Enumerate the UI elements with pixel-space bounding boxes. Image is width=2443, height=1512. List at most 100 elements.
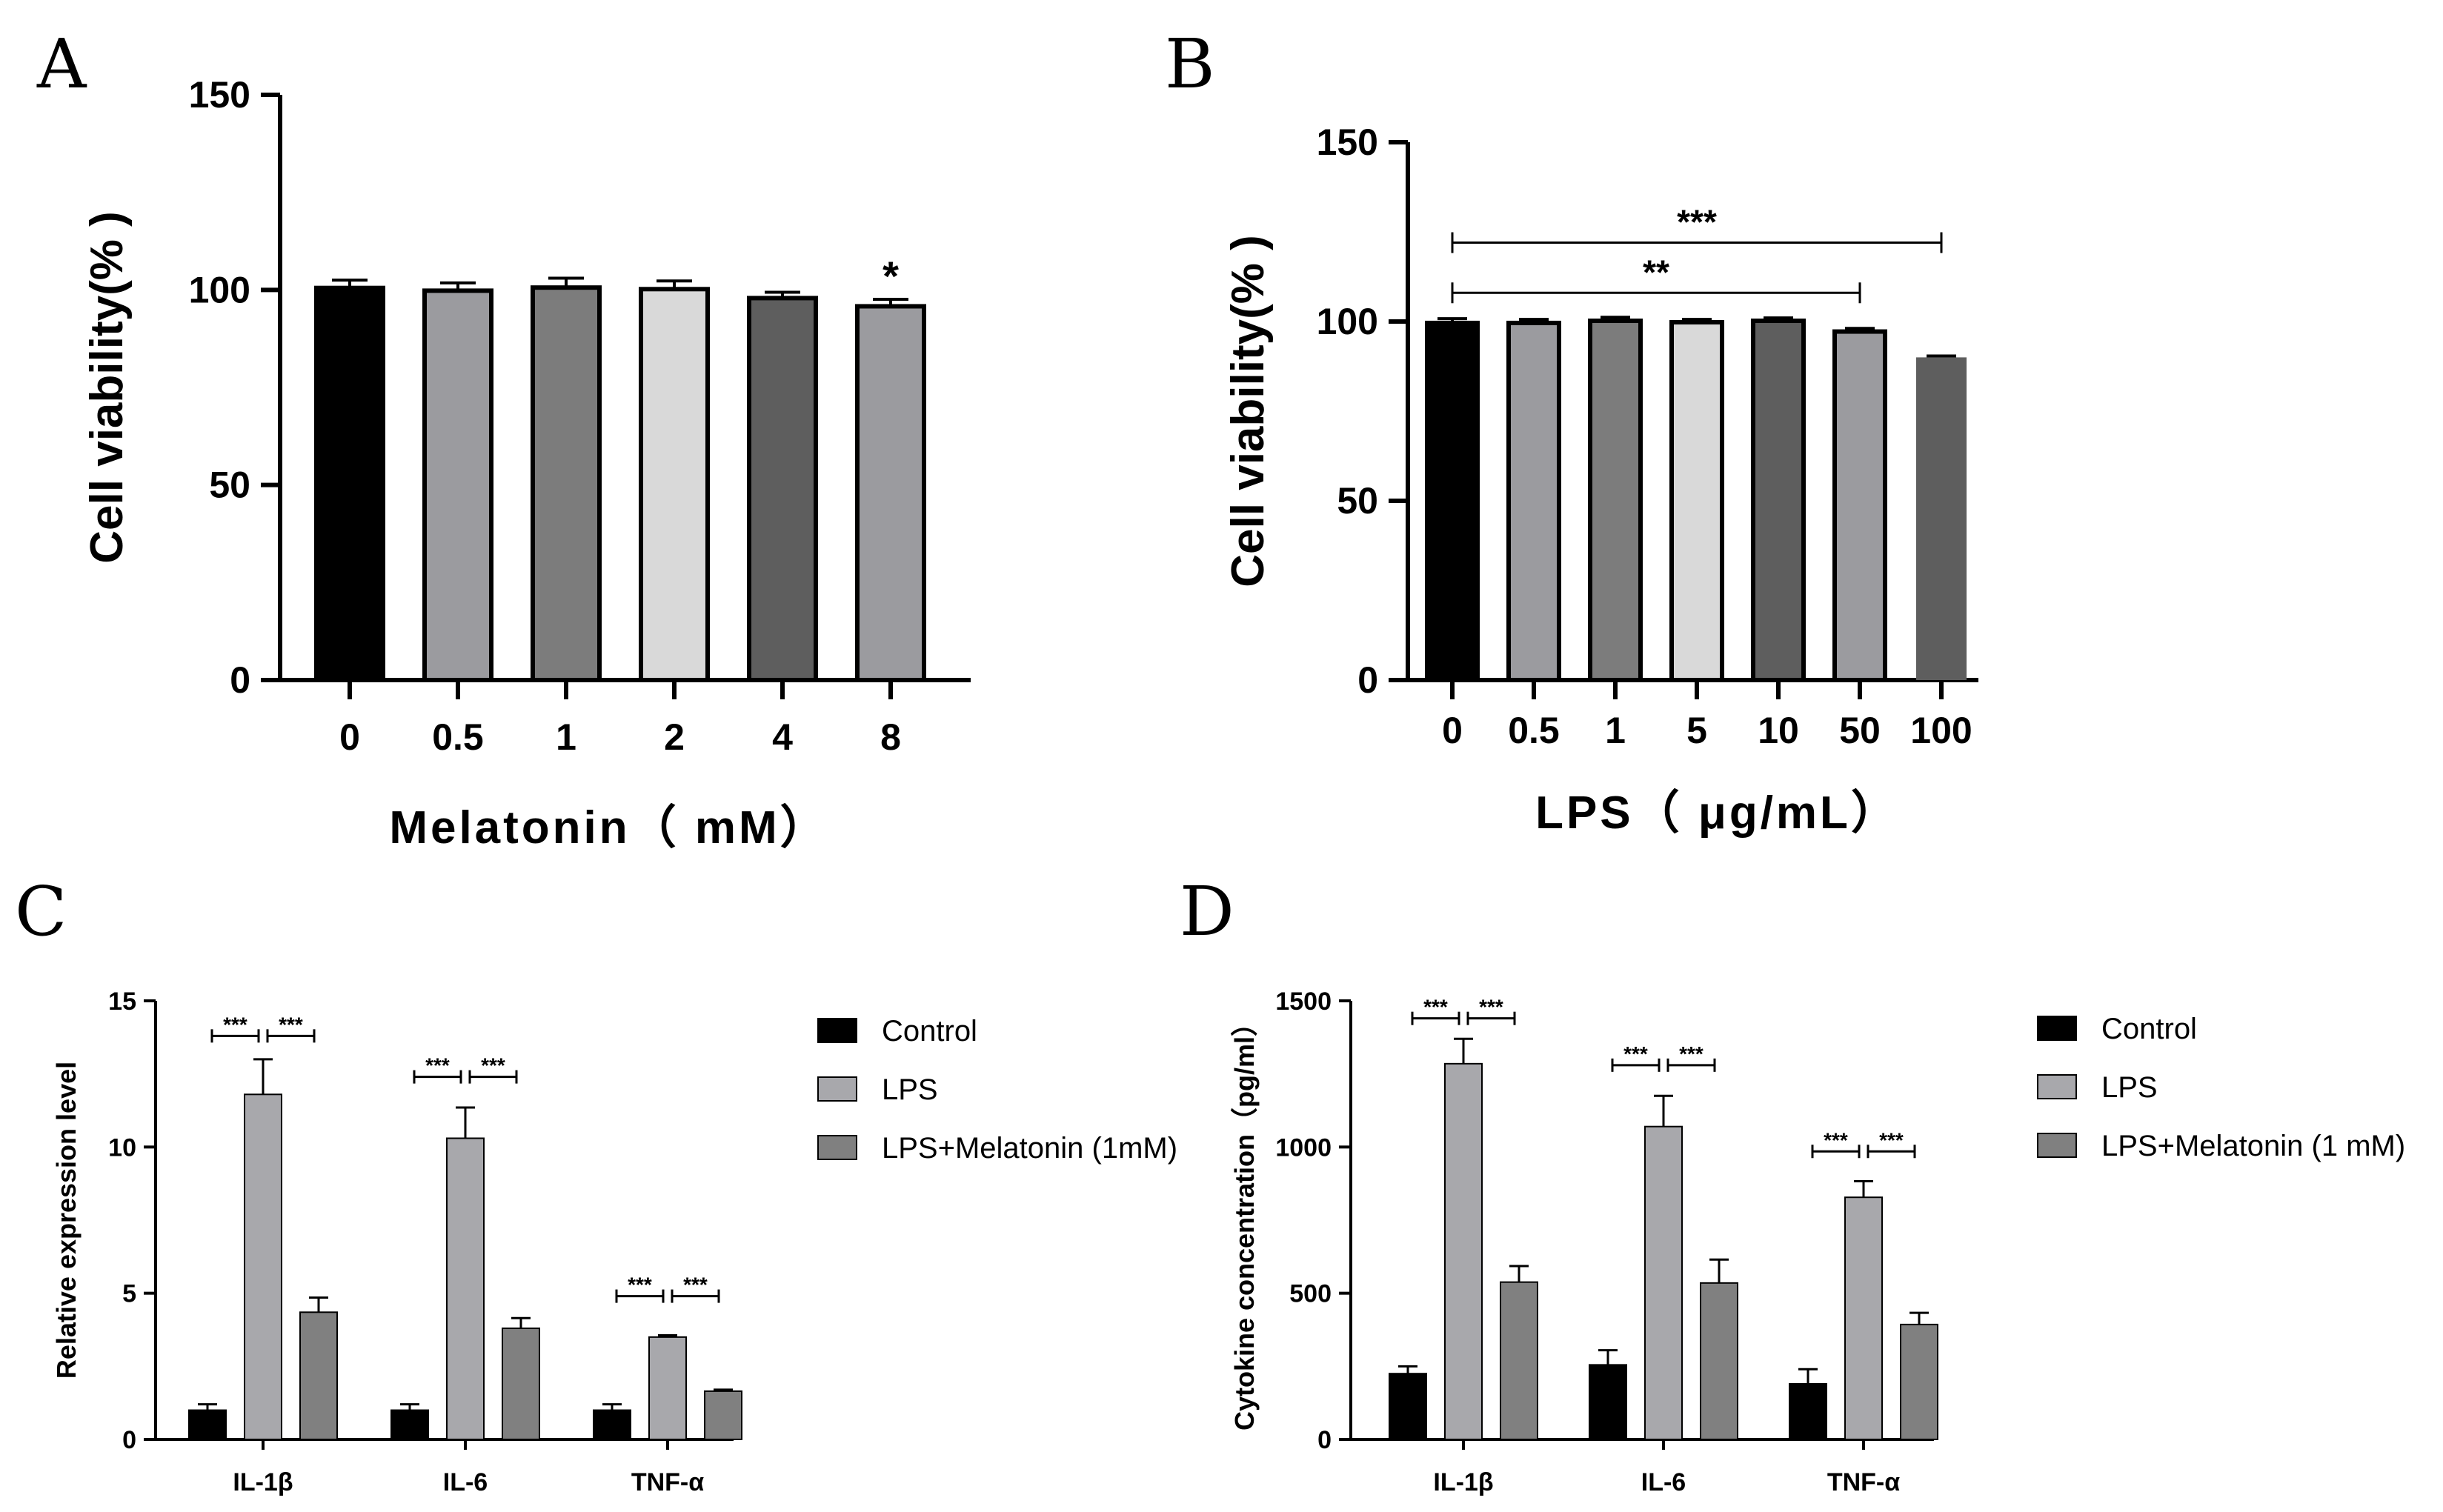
bar — [1844, 1196, 1883, 1440]
bar — [502, 1328, 540, 1440]
significance-label: *** — [1623, 1042, 1648, 1065]
legend-label: LPS+Melatonin (1 mM) — [2101, 1130, 2405, 1162]
bar — [855, 304, 926, 682]
significance-label: *** — [628, 1273, 652, 1296]
bar — [648, 1336, 687, 1441]
legend-swatch — [2037, 1074, 2077, 1099]
x-tick-label: TNF-α — [631, 1468, 704, 1496]
x-tick-label: 4 — [772, 716, 793, 758]
significance-label: *** — [425, 1054, 450, 1077]
bar — [1751, 319, 1806, 682]
y-tick-label: 15 — [108, 988, 136, 1016]
bar — [1916, 357, 1967, 680]
significance-label: *** — [1879, 1128, 1904, 1151]
panel-a: A 0 50 100 150 Cell viability(% ) 0 0.5 1 2 4 8 Mela… — [36, 24, 971, 853]
significance-label: *** — [279, 1013, 303, 1036]
significance-label: *** — [223, 1013, 247, 1036]
bar — [1425, 320, 1480, 682]
significance-label: *** — [1677, 203, 1717, 242]
x-tick-label: 50 — [1839, 710, 1881, 751]
x-tick-label: 8 — [880, 716, 901, 758]
panel-letter: B — [1165, 24, 1215, 104]
x-tick-label: 10 — [1758, 710, 1799, 751]
x-tick-label: TNF-α — [1827, 1468, 1900, 1496]
x-tick-label: 2 — [664, 716, 685, 758]
bar — [1506, 320, 1561, 682]
y-tick-label: 5 — [122, 1280, 136, 1308]
bar — [1500, 1281, 1538, 1440]
y-tick-label: 0 — [1357, 659, 1378, 701]
x-tick-label: IL-6 — [1641, 1468, 1686, 1496]
x-axis-title: Melatonin（ mM） — [389, 802, 828, 853]
x-tick-label: 100 — [1910, 710, 1972, 751]
panel-b: B 0 50 100 150 Cell viability(% ) 0 0.5 1 5 10 50 10… — [1165, 24, 1978, 839]
x-tick-label: 0.5 — [432, 716, 484, 758]
legend-swatch — [817, 1135, 857, 1160]
legend-label: Control — [2101, 1013, 2197, 1045]
bar — [1700, 1282, 1738, 1441]
y-tick-label: 500 — [1289, 1280, 1332, 1308]
panel-letter: D — [1180, 872, 1234, 951]
y-tick-label: 0 — [122, 1426, 136, 1454]
y-tick-label: 150 — [189, 74, 250, 116]
bar — [1444, 1062, 1483, 1441]
y-tick-label: 50 — [209, 464, 250, 506]
panel-c: C 0 5 10 15 Relative expression level IL-1β ***… — [15, 872, 1177, 1496]
legend-swatch — [817, 1076, 857, 1102]
legend-label: LPS — [882, 1073, 938, 1106]
legend-label: LPS+Melatonin (1mM) — [882, 1132, 1177, 1165]
y-tick-label: 0 — [1317, 1426, 1332, 1454]
x-tick-label: IL-6 — [443, 1468, 488, 1496]
bar — [422, 288, 493, 682]
y-tick-label: 1000 — [1275, 1133, 1332, 1162]
bar — [1789, 1383, 1827, 1440]
legend-label: LPS — [2101, 1071, 2158, 1104]
y-axis-title: Cytokine concentration（pg/ml） — [1229, 1010, 1260, 1431]
significance-label: *** — [1423, 996, 1448, 1019]
y-tick-label: 50 — [1337, 480, 1378, 522]
significance-label: *** — [1679, 1042, 1704, 1065]
x-tick-label: 0 — [339, 716, 360, 758]
legend-swatch — [2037, 1016, 2077, 1041]
significance-label: *** — [683, 1273, 708, 1296]
panel-letter: C — [15, 872, 67, 951]
bar — [446, 1137, 485, 1440]
significance-label: *** — [1824, 1128, 1848, 1151]
x-tick-label: 5 — [1686, 710, 1707, 751]
legend-label: Control — [882, 1015, 977, 1048]
bar — [531, 285, 602, 682]
significance-star: * — [883, 253, 899, 299]
bar — [188, 1409, 227, 1440]
y-axis-title: Cell viability(% ) — [1223, 235, 1274, 587]
y-axis-title: Relative expression level — [51, 1062, 82, 1379]
bar — [314, 285, 385, 682]
significance-label: ** — [1643, 253, 1669, 291]
bar — [299, 1311, 338, 1440]
bar — [639, 287, 710, 682]
y-axis-title: Cell viability(% ) — [82, 211, 133, 563]
bar — [1644, 1125, 1683, 1440]
x-tick-label: 0.5 — [1508, 710, 1560, 751]
y-tick-label: 150 — [1317, 121, 1378, 163]
legend-swatch — [817, 1018, 857, 1043]
x-tick-label: 1 — [1605, 710, 1626, 751]
significance-label: *** — [1479, 996, 1503, 1019]
bar — [390, 1409, 429, 1440]
x-axis-title: LPS（ μg/mL） — [1535, 787, 1900, 839]
significance-label: *** — [481, 1054, 505, 1077]
bar — [593, 1409, 631, 1440]
bar — [1669, 319, 1724, 682]
panel-letter: A — [36, 24, 87, 104]
legend-swatch — [2037, 1133, 2077, 1158]
y-tick-label: 100 — [1317, 301, 1378, 342]
bar — [1589, 1364, 1627, 1440]
y-tick-label: 0 — [230, 659, 250, 701]
bar — [244, 1093, 282, 1440]
bar — [747, 296, 818, 683]
x-tick-label: 0 — [1442, 710, 1463, 751]
panel-d: D 0 500 1000 1500 Cytokine concentration（pg/m… — [1180, 872, 2405, 1496]
bar — [1588, 319, 1643, 682]
bar — [704, 1390, 742, 1441]
y-tick-label: 100 — [189, 269, 250, 310]
